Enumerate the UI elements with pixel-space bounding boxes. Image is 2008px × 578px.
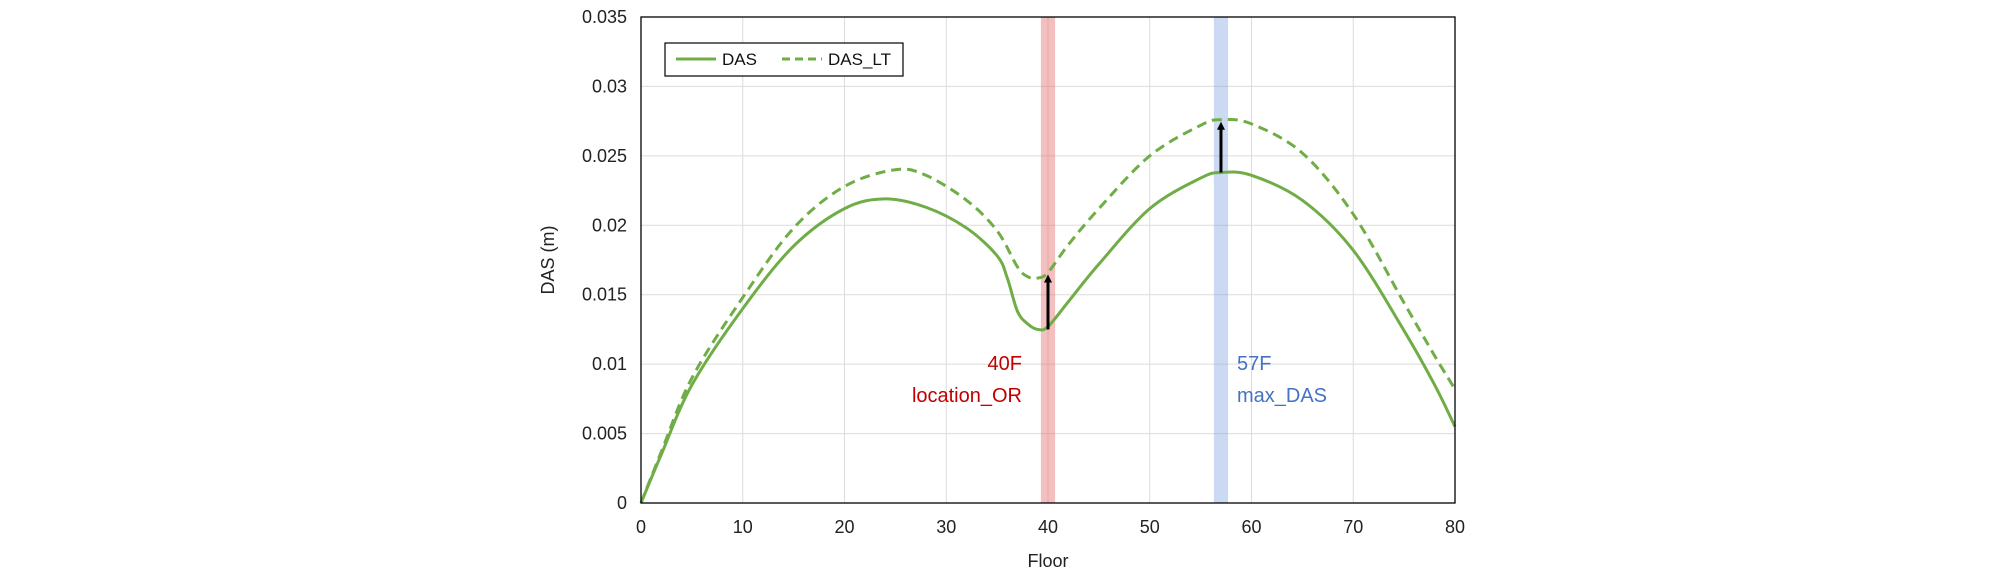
plot-frame: [640, 16, 1456, 504]
y-tick-label: 0.01: [592, 354, 627, 374]
y-tick-label: 0.025: [582, 146, 627, 166]
axis-layer: 0 0.005 0.01 0.015 0.02 0.025 0.03 0.035 0 10 20 30…: [582, 7, 1465, 537]
y-tick-label: 0: [617, 493, 627, 513]
x-tick-label: 50: [1140, 517, 1160, 537]
x-tick-label: 80: [1445, 517, 1465, 537]
annotation-labels: 40F location_OR 57F max_DAS: [912, 353, 1327, 407]
y-axis-title: DAS (m): [538, 226, 558, 295]
y-tick-label: 0.035: [582, 7, 627, 27]
band-label-location-or: location_OR: [912, 385, 1022, 407]
series-line-das: [639, 170, 1457, 504]
highlight-bands: [1040, 17, 1229, 503]
highlight-band-57f: [1213, 17, 1229, 503]
series-line-das-lt: [639, 118, 1457, 504]
series-layer: [639, 118, 1457, 504]
band-label-max-das: max_DAS: [1237, 385, 1327, 407]
legend: DAS DAS_LT: [664, 42, 904, 77]
x-tick-label: 0: [636, 517, 646, 537]
arrows-layer: [1044, 121, 1225, 330]
highlight-band-40f: [1040, 17, 1056, 503]
y-tick-label: 0.02: [592, 215, 627, 235]
x-tick-label: 40: [1038, 517, 1058, 537]
x-axis-title: Floor: [1027, 551, 1068, 571]
legend-label-das: DAS: [722, 50, 757, 69]
x-tick-label: 20: [834, 517, 854, 537]
y-tick-label: 0.005: [582, 424, 627, 444]
y-tick-label: 0.03: [592, 76, 627, 96]
grid-layer: [641, 17, 1455, 503]
x-tick-label: 70: [1343, 517, 1363, 537]
band-label-57f: 57F: [1237, 353, 1271, 375]
band-label-40f: 40F: [988, 353, 1022, 375]
legend-label-das-lt: DAS_LT: [828, 50, 891, 69]
x-tick-label: 30: [936, 517, 956, 537]
x-tick-label: 60: [1241, 517, 1261, 537]
y-tick-label: 0.015: [582, 285, 627, 305]
x-tick-label: 10: [733, 517, 753, 537]
